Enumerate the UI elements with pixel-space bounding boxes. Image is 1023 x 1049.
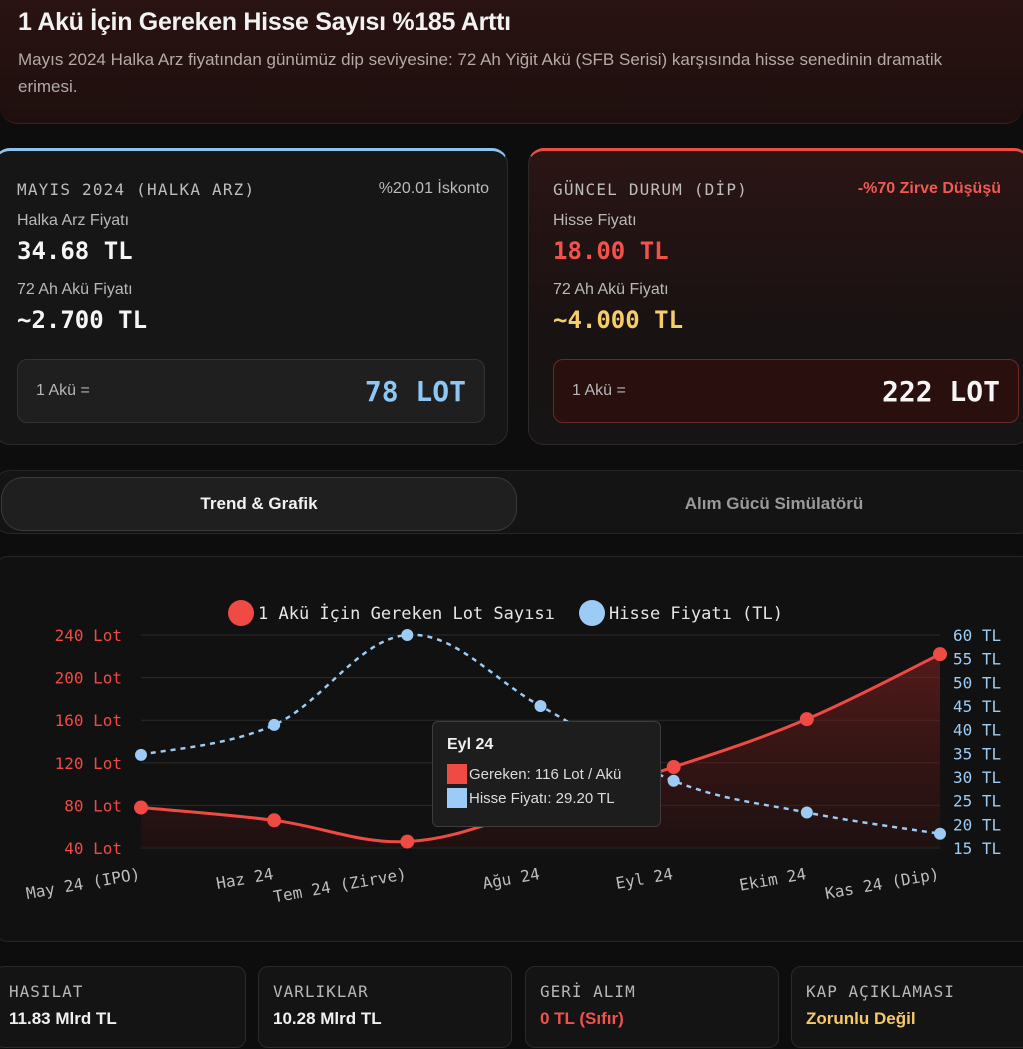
stat-assets-value: 10.28 Mlrd TL (273, 1009, 382, 1028)
price-point-3 (534, 700, 547, 712)
x-tick-label-6: Kas 24 (Dip) (824, 864, 941, 903)
current-lot-label: 1 Akü = (572, 382, 626, 399)
current-drop-note: -%70 Zirve Düşüşü (857, 180, 1001, 197)
right-tick-label-4: 40 TL (953, 721, 1001, 740)
left-tick-label-4: 80 Lot (64, 796, 122, 815)
ipo-lot-box: 1 Akü = 78 LOT (17, 359, 485, 423)
right-tick-label-5: 35 TL (953, 744, 1001, 763)
tooltip-title: Eyl 24 (447, 736, 494, 753)
x-tick-label-2: Tem 24 (Zirve) (272, 864, 408, 906)
current-lot-box: 1 Akü = 222 LOT (553, 359, 1019, 423)
tooltip-lots-text: Gereken: 116 Lot / Akü (469, 765, 622, 783)
tab-trend-chart[interactable]: Trend & Grafik (1, 477, 517, 531)
tooltip-swatch-lots (447, 764, 467, 784)
right-tick-label-7: 25 TL (953, 792, 1001, 811)
x-tick-label-0: May 24 (IPO) (25, 864, 142, 903)
stat-buyback-value: 0 TL (Sıfır) (540, 1009, 624, 1028)
tooltip-row-price: Hisse Fiyatı: 29.20 TL (447, 786, 646, 810)
lot-point-6 (933, 647, 947, 662)
left-tick-label-1: 200 Lot (55, 669, 122, 688)
price-point-4 (667, 774, 680, 787)
price-point-2 (401, 629, 414, 641)
stat-revenue-caption: HASILAT (9, 982, 84, 1001)
left-tick-label-2: 160 Lot (55, 711, 122, 730)
right-tick-label-0: 60 TL (953, 626, 1001, 645)
x-tick-label-3: Ağu 24 (481, 864, 541, 893)
right-tick-label-9: 15 TL (953, 839, 1001, 858)
trend-chart: 240 Lot 200 Lot 160 Lot 120 Lot 80 Lot 40 Lot… (25, 600, 1001, 906)
right-tick-label-8: 20 TL (953, 815, 1001, 834)
price-point-5 (800, 806, 813, 819)
current-card: GÜNCEL DURUM (DİP) -%70 Zirve Düşüşü His… (528, 148, 1023, 445)
legend-price-marker (579, 600, 605, 626)
ipo-lot-label: 1 Akü = (36, 382, 90, 399)
current-battery-value: ~4.000 TL (553, 306, 684, 334)
x-tick-label-4: Eyl 24 (614, 864, 674, 893)
legend-price-label: Hisse Fiyatı (TL) (609, 604, 783, 624)
left-tick-label-0: 240 Lot (55, 626, 122, 645)
right-tick-label-2: 50 TL (953, 673, 1001, 692)
stat-assets-caption: VARLIKLAR (273, 982, 369, 1001)
view-tabs: Trend & Grafik Alım Gücü Simülatörü (0, 470, 1023, 534)
chart-panel: 240 Lot 200 Lot 160 Lot 120 Lot 80 Lot 40 Lot… (0, 556, 1023, 942)
current-battery-label: 72 Ah Akü Fiyatı (553, 281, 669, 298)
tooltip-price-text: Hisse Fiyatı: 29.20 TL (469, 789, 615, 807)
page-subtitle: Mayıs 2024 Halka Arz fiyatından günümüz … (18, 50, 943, 96)
tooltip-swatch-price (447, 788, 467, 808)
stat-assets: VARLIKLAR 10.28 Mlrd TL (258, 966, 512, 1048)
current-card-caption: GÜNCEL DURUM (DİP) (553, 179, 748, 199)
ipo-card-caption: MAYIS 2024 (HALKA ARZ) (17, 179, 256, 199)
lot-point-4 (666, 760, 681, 775)
price-point-1 (268, 718, 281, 731)
lot-point-2 (400, 834, 415, 849)
ipo-card: MAYIS 2024 (HALKA ARZ) %20.01 İskonto Ha… (0, 148, 508, 445)
x-tick-label-5: Ekim 24 (738, 864, 808, 894)
stat-revenue-value: 11.83 Mlrd TL (9, 1009, 117, 1028)
stat-buyback-caption: GERİ ALIM (540, 982, 636, 1001)
stat-kap: KAP AÇIKLAMASI Zorunlu Değil (791, 966, 1023, 1048)
lot-area (141, 654, 940, 848)
left-tick-label-5: 40 Lot (64, 839, 122, 858)
ipo-price-label: Halka Arz Fiyatı (17, 212, 130, 229)
page-header: 1 Akü İçin Gereken Hisse Sayısı %185 Art… (0, 0, 1023, 124)
current-price-label: Hisse Fiyatı (553, 212, 637, 229)
page-title: 1 Akü İçin Gereken Hisse Sayısı %185 Art… (18, 8, 511, 36)
ipo-discount-note: %20.01 İskonto (378, 180, 489, 197)
lot-point-5 (799, 712, 814, 727)
legend-lot-marker (228, 600, 254, 626)
ipo-lot-value: 78 LOT (364, 374, 466, 408)
chart-tooltip: Eyl 24 Gereken: 116 Lot / Akü Hisse Fiya… (432, 721, 661, 827)
ipo-battery-value: ~2.700 TL (17, 306, 148, 334)
stat-buyback: GERİ ALIM 0 TL (Sıfır) (525, 966, 779, 1048)
stat-kap-value: Zorunlu Değil (806, 1009, 916, 1028)
left-tick-label-3: 120 Lot (55, 754, 122, 773)
stat-revenue: HASILAT 11.83 Mlrd TL (0, 966, 246, 1048)
ipo-price-value: 34.68 TL (17, 237, 133, 265)
right-tick-label-6: 30 TL (953, 768, 1001, 787)
current-lot-value: 222 LOT (881, 374, 1000, 408)
x-tick-label-1: Haz 24 (215, 864, 275, 893)
lot-point-0 (134, 800, 148, 815)
price-point-0 (135, 748, 147, 761)
right-tick-label-3: 45 TL (953, 697, 1001, 716)
current-price-value: 18.00 TL (553, 237, 669, 265)
legend-lot-label: 1 Akü İçin Gereken Lot Sayısı (258, 603, 555, 624)
price-point-6 (934, 827, 946, 840)
ipo-battery-label: 72 Ah Akü Fiyatı (17, 281, 133, 298)
tab-purchase-simulator[interactable]: Alım Gücü Simülatörü (684, 494, 864, 513)
lot-point-1 (267, 813, 282, 828)
stat-kap-caption: KAP AÇIKLAMASI (806, 982, 955, 1001)
tooltip-row-lots: Gereken: 116 Lot / Akü (447, 762, 646, 786)
right-tick-label-1: 55 TL (953, 650, 1001, 669)
